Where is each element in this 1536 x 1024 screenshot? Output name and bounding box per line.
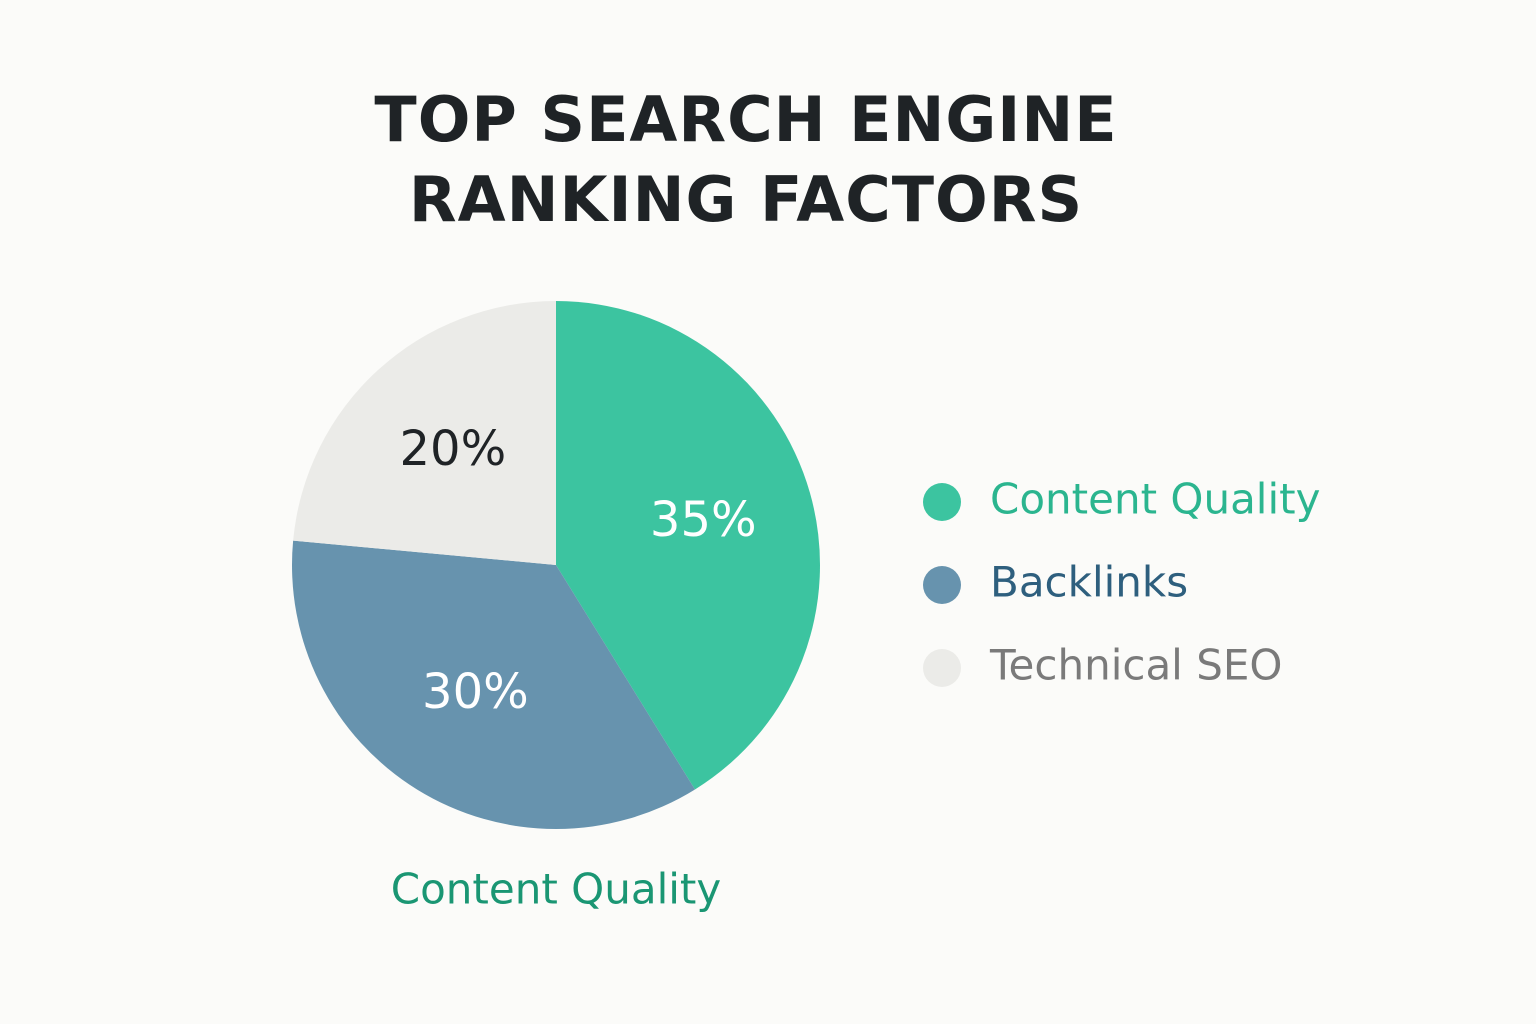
- pie-slice: [292, 540, 695, 830]
- pie-slice: [293, 301, 556, 565]
- legend-label: Content Quality: [990, 475, 1320, 524]
- legend-swatch: [923, 566, 961, 604]
- value-label: 20%: [399, 421, 506, 477]
- value-label: 35%: [650, 492, 757, 548]
- chart-title: TOP SEARCH ENGINE RANKING FACTORS: [374, 83, 1118, 236]
- legend-swatch: [923, 483, 961, 521]
- legend-swatch: [923, 649, 961, 687]
- pie-slice: [556, 301, 821, 790]
- legend-label: Backlinks: [990, 558, 1188, 607]
- legend-label: Technical SEO: [989, 641, 1282, 690]
- value-label: 30%: [422, 664, 529, 720]
- annotation: Content Quality: [391, 865, 721, 914]
